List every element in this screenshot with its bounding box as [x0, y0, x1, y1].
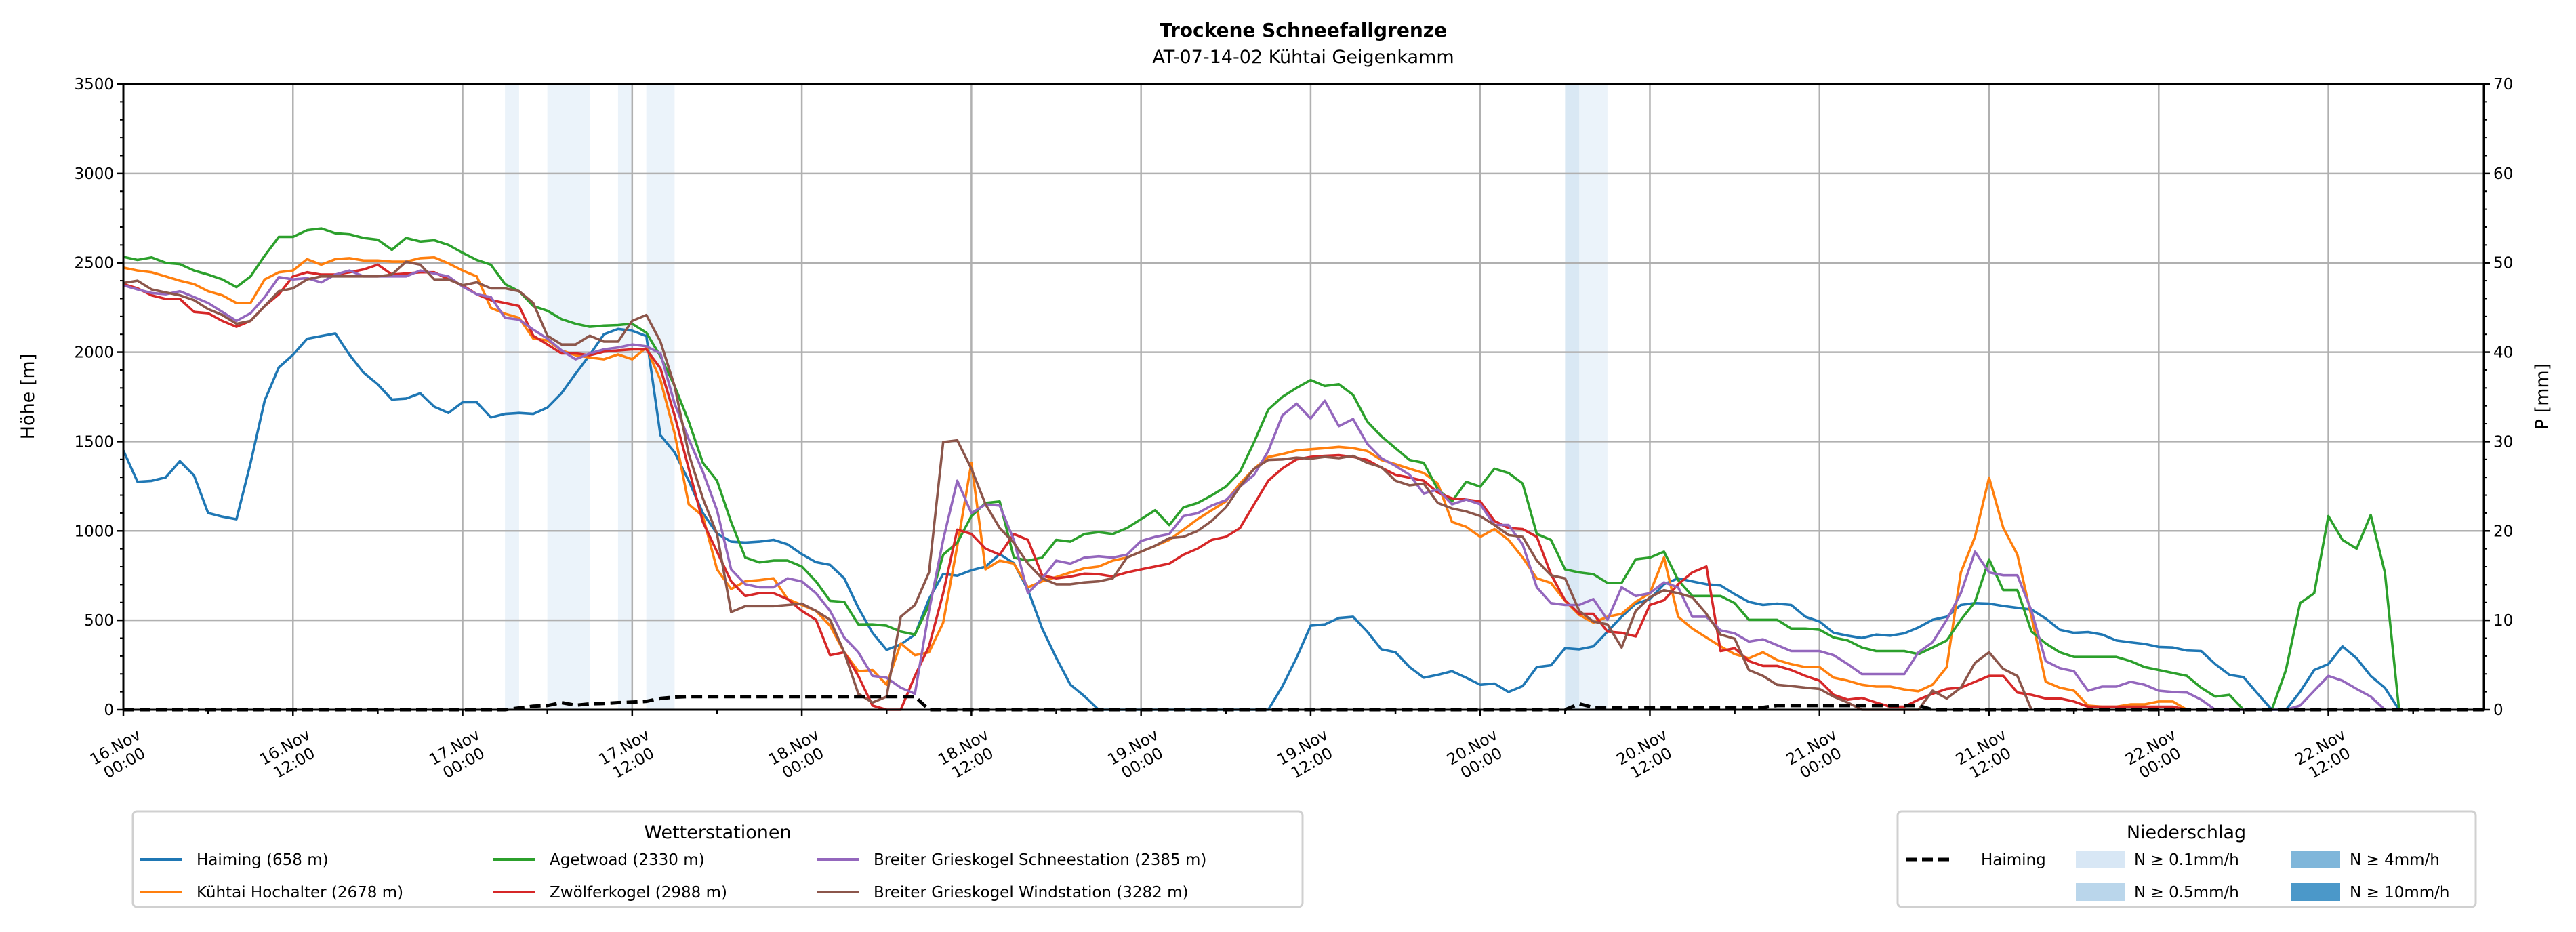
- legend-precip-frame: [1896, 810, 2477, 908]
- legend-station-label: Breiter Grieskogel Schneestation (2385 m…: [874, 851, 1206, 869]
- y-right-tick-label: 60: [2493, 165, 2513, 183]
- legend-precip-title: Niederschlag: [2127, 822, 2246, 843]
- y-tick-label: 1500: [74, 433, 114, 451]
- axes: 0 500 1000 1500 2000 2500 3000 3500 0 10 20 30 40 50 6…: [74, 76, 2513, 782]
- legend-precip: Niederschlag Haiming N ≥ 0.1mm/h N ≥ 0.5m…: [1896, 810, 2477, 908]
- legend-precip-swatch: [2076, 883, 2125, 901]
- legend-precip-swatch: [2291, 883, 2340, 901]
- precip-band: [505, 84, 519, 710]
- legend-precip-label: N ≥ 4mm/h: [2350, 851, 2440, 869]
- precip-band: [547, 84, 590, 710]
- y-tick-label: 500: [84, 612, 114, 630]
- legend-station-label: Kühtai Hochalter (2678 m): [197, 884, 403, 901]
- legend-stations-title: Wetterstationen: [644, 822, 791, 843]
- y-tick-label: 1000: [74, 523, 114, 540]
- series-line: [123, 260, 2033, 711]
- legend-stations-frame: [131, 810, 1304, 908]
- y-right-tick-label: 70: [2493, 76, 2513, 94]
- series-line: [123, 227, 2400, 711]
- legend-haiming-precip-label: Haiming: [1981, 851, 2046, 869]
- precip-bands: [505, 84, 1608, 710]
- chart-title: Trockene Schneefallgrenze: [1160, 19, 1447, 41]
- grid: [122, 83, 2484, 711]
- legend-precip-swatch: [2076, 851, 2125, 868]
- y-right-tick-label: 30: [2493, 433, 2513, 451]
- legend-station-label: Haiming (658 m): [197, 851, 329, 869]
- precip-band: [617, 84, 632, 710]
- legend-stations: Wetterstationen Haiming (658 m) Kühtai Ho…: [131, 810, 1304, 908]
- y-tick-label: 3500: [74, 76, 114, 94]
- precip-band: [1579, 84, 1608, 710]
- y-right-tick-label: 40: [2493, 344, 2513, 362]
- series-line: [122, 327, 2400, 711]
- legend-station-label: Breiter Grieskogel Windstation (3282 m): [874, 884, 1189, 901]
- series-line: [123, 256, 2188, 711]
- y-right-tick-label: 50: [2493, 255, 2513, 272]
- y-right-tick-label: 0: [2493, 702, 2503, 719]
- legend-precip-label: N ≥ 0.5mm/h: [2134, 884, 2239, 901]
- legend-station-label: Zwölferkogel (2988 m): [550, 884, 727, 901]
- haiming-precip-line: [123, 695, 2484, 712]
- series-line: [123, 269, 2386, 711]
- y-right-tick-label: 10: [2493, 612, 2513, 630]
- y-right-tick-label: 20: [2493, 523, 2513, 540]
- plot-frame: [122, 83, 2485, 711]
- series-lines: [122, 227, 2484, 712]
- y-axis-right-label: P [mm]: [2532, 363, 2553, 430]
- precip-band: [646, 84, 675, 710]
- precip-band: [1565, 84, 1580, 710]
- legend-precip-swatch: [2291, 851, 2340, 868]
- y-tick-label: 2000: [74, 344, 114, 362]
- chart-subtitle: AT-07-14-02 Kühtai Geigenkamm: [1152, 47, 1454, 68]
- y-tick-label: 2500: [74, 255, 114, 272]
- y-axis-label: Höhe [m]: [18, 354, 39, 440]
- series-line: [123, 263, 2188, 711]
- legend-station-label: Agetwoad (2330 m): [550, 851, 705, 869]
- legend-precip-label: N ≥ 10mm/h: [2350, 884, 2450, 901]
- y-tick-label: 0: [104, 702, 114, 719]
- legend-precip-label: N ≥ 0.1mm/h: [2134, 851, 2239, 869]
- y-tick-label: 3000: [74, 165, 114, 183]
